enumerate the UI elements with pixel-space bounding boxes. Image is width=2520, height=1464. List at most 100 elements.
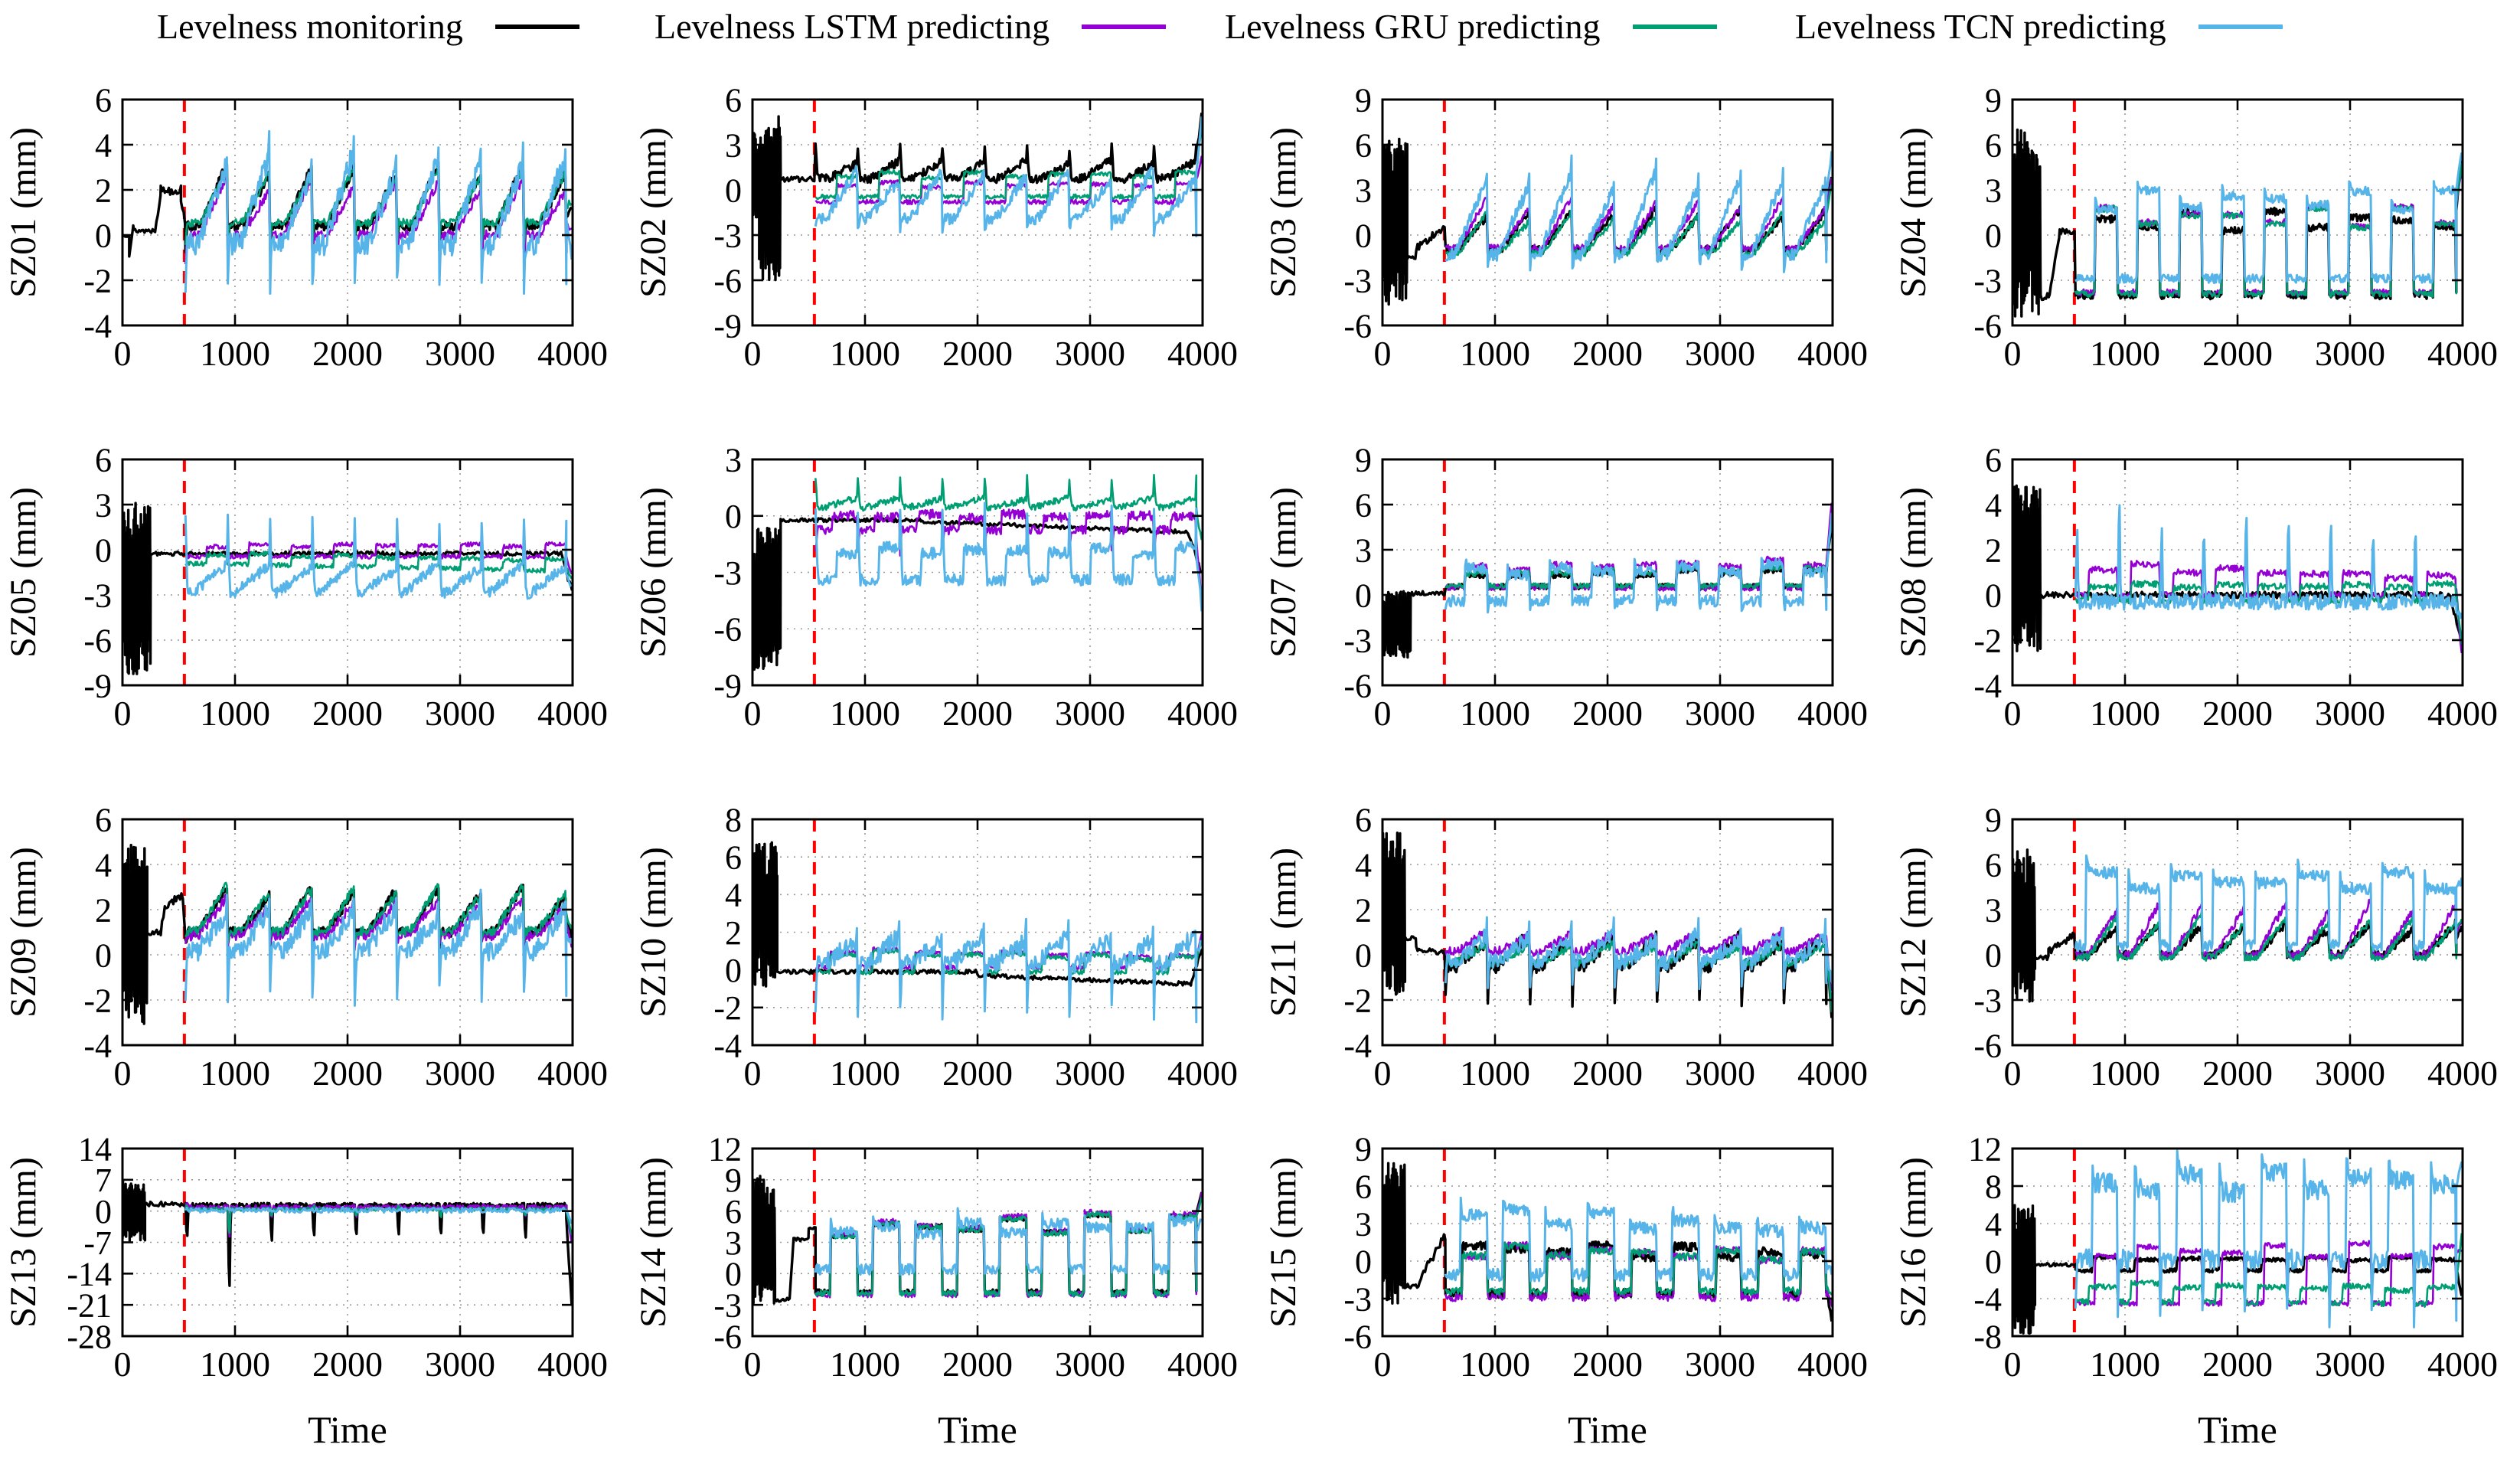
y-tick-label: 0 xyxy=(1985,936,2002,974)
series-monitoring-line xyxy=(122,1180,573,1305)
legend-line-sample-lstm xyxy=(1082,24,1167,29)
series-tcn-line xyxy=(2074,1149,2463,1328)
x-tick-label: 0 xyxy=(1374,1345,1392,1384)
y-tick-label: 9 xyxy=(1355,441,1372,479)
y-tick-label: 3 xyxy=(1355,531,1372,569)
y-tick-label: -3 xyxy=(713,554,742,592)
series-gru-line xyxy=(814,123,1203,201)
y-axis-label: SZ12 (mm) xyxy=(1893,847,1934,1018)
x-tick-label: 0 xyxy=(2004,334,2022,373)
x-tick-label: 4000 xyxy=(1167,334,1238,373)
series-group xyxy=(2012,1149,2463,1335)
x-tick-label: 2000 xyxy=(2202,694,2273,733)
y-tick-label: -9 xyxy=(83,667,112,704)
y-tick-label: 4 xyxy=(1985,1205,2002,1243)
x-tick-label: 3000 xyxy=(425,694,495,733)
plot-grid: -4 -2 0 2 4 6 0 1000 2000 3000 4000 SZ01 (mm) -9 -6 -3… xyxy=(0,54,2520,1464)
y-tick-label: 0 xyxy=(725,498,742,535)
tick-marks xyxy=(121,818,574,1047)
y-tick-label: 9 xyxy=(1355,81,1372,119)
series-gru-line xyxy=(184,881,573,944)
x-tick-label: 4000 xyxy=(2427,1345,2498,1384)
x-tick-label: 2000 xyxy=(942,694,1013,733)
y-tick-label: 3 xyxy=(1985,891,2002,929)
subplot-SZ07: -6 -3 0 3 6 9 0 1000 2000 3000 4000 SZ07 (mm) xyxy=(1260,413,1890,773)
x-tick-label: 1000 xyxy=(830,334,900,373)
y-tick-label: 0 xyxy=(1355,577,1372,614)
series-group xyxy=(752,1175,1203,1305)
y-tick-label: 3 xyxy=(725,441,742,479)
y-tick-label: 0 xyxy=(1985,217,2002,254)
y-tick-label: 6 xyxy=(1355,801,1372,838)
y-tick-label: 0 xyxy=(1355,217,1372,254)
x-tick-label: 2000 xyxy=(312,694,383,733)
gridlines xyxy=(752,819,1203,1045)
y-tick-label: -6 xyxy=(1343,667,1372,704)
series-lstm-line xyxy=(184,893,573,952)
x-tick-label: 1000 xyxy=(2090,334,2160,373)
x-tick-label: 2000 xyxy=(942,334,1013,373)
y-tick-label: -3 xyxy=(1343,1280,1372,1318)
series-gru-line xyxy=(2075,910,2463,962)
y-tick-label: -6 xyxy=(1973,307,2002,345)
legend-item-monitoring: Levelness monitoring xyxy=(157,6,579,47)
x-tick-label: 0 xyxy=(2004,1345,2022,1384)
subplot-SZ15: -6 -3 0 3 6 9 0 1000 2000 3000 4000 SZ15 (mm) Time xyxy=(1260,1130,1890,1464)
y-tick-label: 6 xyxy=(725,1193,742,1230)
plot-border xyxy=(2011,458,2464,687)
y-tick-label: 9 xyxy=(1985,81,2002,119)
x-tick-label: 2000 xyxy=(942,1345,1013,1384)
y-tick-label: 8 xyxy=(1985,1168,2002,1205)
x-tick-label: 2000 xyxy=(1572,334,1643,373)
y-axis-label: SZ16 (mm) xyxy=(1893,1157,1934,1328)
subplot-SZ13: -28 -21 -14 -7 0 7 14 0 1000 2000 3000 4000 SZ13 (mm… xyxy=(0,1130,630,1464)
y-tick-label: -6 xyxy=(713,611,742,649)
y-tick-label: 6 xyxy=(95,801,112,838)
y-tick-label: 4 xyxy=(1355,846,1372,884)
x-tick-label: 3000 xyxy=(2315,1054,2385,1093)
plot-border xyxy=(751,818,1204,1047)
y-tick-label: 0 xyxy=(95,1193,112,1230)
tick-marks xyxy=(751,1147,1204,1338)
subplot-SZ01: -4 -2 0 2 4 6 0 1000 2000 3000 4000 SZ01 (mm) xyxy=(0,54,630,413)
y-tick-label: 0 xyxy=(95,531,112,569)
subplot-SZ09: -4 -2 0 2 4 6 0 1000 2000 3000 4000 SZ09 (mm) xyxy=(0,773,630,1133)
y-tick-label: 6 xyxy=(1355,126,1372,164)
y-tick-label: 2 xyxy=(95,891,112,929)
x-tick-label: 3000 xyxy=(1055,1345,1125,1384)
y-tick-label: 12 xyxy=(1968,1133,2002,1168)
series-monitoring-line xyxy=(1382,832,1833,1018)
y-tick-label: 3 xyxy=(1355,1205,1372,1243)
series-group xyxy=(1382,1162,1833,1322)
x-tick-label: 1000 xyxy=(830,1054,900,1093)
y-tick-label: 3 xyxy=(725,126,742,164)
series-group xyxy=(122,1180,573,1305)
series-monitoring-line xyxy=(2012,1204,2463,1335)
subplot-SZ04: -6 -3 0 3 6 9 0 1000 2000 3000 4000 SZ04 (mm) xyxy=(1890,54,2520,413)
x-tick-label: 4000 xyxy=(1797,1054,1868,1093)
series-tcn-line xyxy=(814,1207,1203,1276)
series-group xyxy=(122,502,573,675)
subplot-SZ02: -9 -6 -3 0 3 6 0 1000 2000 3000 4000 SZ02 (mm) xyxy=(630,54,1260,413)
series-group xyxy=(1382,502,1833,659)
series-lstm-line xyxy=(1444,177,1833,253)
tick-marks xyxy=(2011,1147,2464,1338)
x-tick-label: 4000 xyxy=(1167,1054,1238,1093)
x-tick-label: 3000 xyxy=(425,1054,495,1093)
legend-label-monitoring: Levelness monitoring xyxy=(157,7,463,46)
series-monitoring-line xyxy=(2012,128,2463,318)
series-tcn-line xyxy=(1444,916,1833,992)
y-tick-label: 0 xyxy=(1355,1243,1372,1280)
y-tick-label: 6 xyxy=(725,839,742,877)
x-tick-label: 0 xyxy=(744,334,762,373)
tick-marks xyxy=(751,98,1204,327)
x-tick-label: 0 xyxy=(114,1345,132,1384)
y-tick-label: 2 xyxy=(1355,891,1372,929)
y-tick-label: -6 xyxy=(1343,1318,1372,1355)
tick-marks xyxy=(751,818,1204,1047)
